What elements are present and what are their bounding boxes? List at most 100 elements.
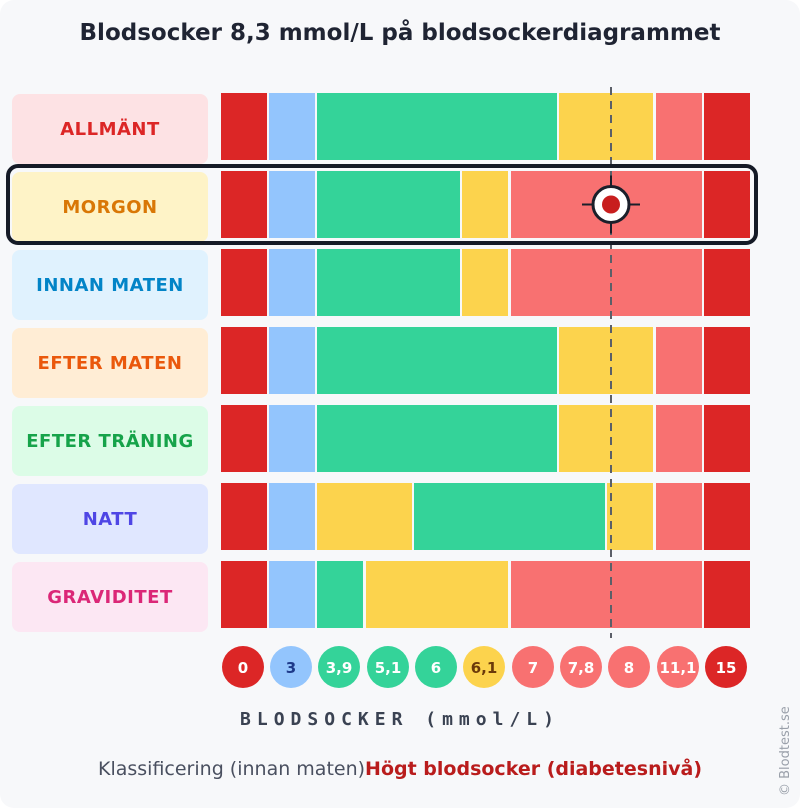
range-segment: [269, 405, 315, 472]
tick-bubble: [608, 646, 650, 688]
tick-bubble: [318, 646, 360, 688]
range-segment: [317, 93, 366, 160]
range-segment: [317, 249, 366, 316]
range-segment: [317, 561, 363, 628]
row-label: INNAN MATEN: [12, 250, 208, 320]
range-segment: [414, 171, 460, 238]
row-label: NATT: [12, 484, 208, 554]
range-segment: [607, 483, 653, 550]
tick-bubble: [705, 646, 747, 688]
range-segment: [366, 93, 414, 160]
range-segment: [221, 405, 267, 472]
row-label: GRAVIDITET: [12, 562, 208, 632]
range-segment: [704, 327, 750, 394]
row-label: MORGON: [12, 172, 208, 242]
tick-bubble: [512, 646, 554, 688]
range-segment: [656, 327, 702, 394]
range-segment: [221, 171, 267, 238]
tick-label: 3: [286, 659, 296, 677]
range-segment: [704, 93, 750, 160]
range-segment: [656, 93, 702, 160]
range-segment: [221, 93, 267, 160]
range-segment: [559, 93, 607, 160]
range-segment: [269, 561, 315, 628]
tick-label: 3,9: [326, 659, 353, 677]
range-segment: [221, 561, 267, 628]
highlighted-row-frame: [6, 164, 758, 245]
range-segment: [511, 561, 559, 628]
classification-label: Klassificering (innan maten): [98, 758, 366, 780]
range-segment: [607, 249, 656, 316]
tick-label: 11,1: [659, 659, 696, 677]
range-segment: [221, 483, 267, 550]
range-segment: [511, 93, 557, 160]
row-label: EFTER MATEN: [12, 328, 208, 398]
range-segment: [462, 93, 511, 160]
tick-bubble: [463, 646, 505, 688]
range-segment: [462, 327, 511, 394]
range-segment: [269, 171, 315, 238]
range-segment: [704, 249, 750, 316]
range-segment: [607, 93, 653, 160]
range-segment: [462, 405, 511, 472]
range-segment: [656, 249, 702, 316]
range-segment: [656, 483, 702, 550]
range-segment: [366, 327, 414, 394]
tick-bubble: [270, 646, 312, 688]
range-segment: [607, 405, 653, 472]
tick-label: 0: [238, 659, 248, 677]
tick-bubble: [222, 646, 264, 688]
tick-label: 7: [528, 659, 538, 677]
chart-title: Blodsocker 8,3 mmol/L på blodsockerdiagr…: [79, 20, 721, 46]
range-segment: [462, 561, 508, 628]
range-segment: [462, 249, 508, 316]
range-segment: [511, 483, 559, 550]
range-segment: [221, 249, 267, 316]
tick-label: 5,1: [375, 659, 402, 677]
range-segment: [414, 93, 462, 160]
range-segment: [269, 93, 315, 160]
tick-label: 7,8: [568, 659, 595, 677]
range-segment: [462, 171, 508, 238]
x-axis-title: BLODSOCKER (mmol/L): [240, 709, 560, 730]
tick-bubble: [560, 646, 602, 688]
range-segment: [511, 405, 557, 472]
classification-value: Högt blodsocker (diabetesnivå): [365, 758, 702, 780]
range-segment: [704, 171, 750, 238]
range-segment: [269, 249, 315, 316]
range-segment: [317, 405, 366, 472]
classification-footer: Klassificering (innan maten)Högt blodsoc…: [0, 758, 800, 780]
range-segment: [414, 249, 460, 316]
range-segment: [366, 171, 414, 238]
range-segment: [414, 561, 462, 628]
range-segment: [221, 327, 267, 394]
range-segment: [607, 561, 656, 628]
range-segment: [414, 483, 462, 550]
target-dot: [602, 195, 620, 214]
range-segment: [607, 327, 653, 394]
range-segment: [559, 327, 607, 394]
range-segment: [656, 405, 702, 472]
range-segment: [317, 327, 366, 394]
tick-label: 8: [624, 659, 634, 677]
range-segment: [317, 171, 366, 238]
range-segment: [511, 327, 557, 394]
range-segment: [269, 327, 315, 394]
range-segment: [559, 483, 605, 550]
copyright-text: © Blodtest.se: [778, 706, 793, 796]
range-segment: [269, 483, 315, 550]
tick-label: 6,1: [471, 659, 498, 677]
range-segment: [704, 483, 750, 550]
range-segment: [414, 327, 462, 394]
range-segment: [462, 483, 511, 550]
range-segment: [559, 249, 607, 316]
copyright-notice: © Blodtest.se: [774, 700, 796, 796]
range-segment: [366, 405, 414, 472]
range-segment: [366, 561, 414, 628]
range-segment: [656, 561, 702, 628]
target-marker-icon: [582, 175, 640, 234]
range-segment: [317, 483, 366, 550]
range-segment: [511, 171, 559, 238]
row-label: ALLMÄNT: [12, 94, 208, 164]
